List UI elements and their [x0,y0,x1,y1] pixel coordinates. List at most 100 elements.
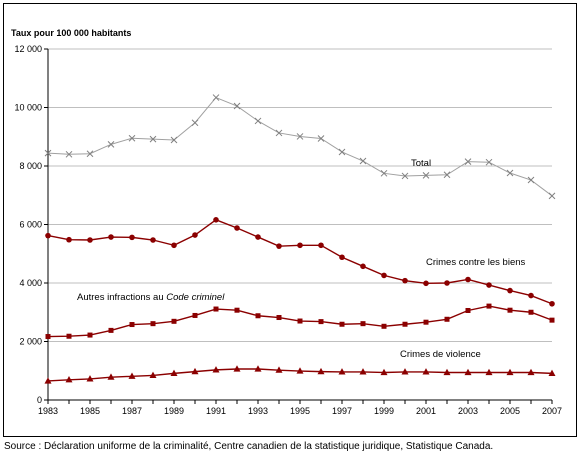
data-point [233,365,241,372]
data-point [423,280,429,287]
y-axis-title: Taux pour 100 000 habitants [11,28,131,38]
data-point [443,368,451,376]
data-point [45,334,51,340]
data-point [318,242,324,249]
axes: 0 2 000 4 000 6 000 8 000 10 000 12 000 1983 198… [14,44,562,416]
y-tick-label: 0 [37,395,42,405]
x-tick-label: 2005 [500,406,520,416]
series-line [47,96,553,197]
data-point [422,368,430,375]
data-point [402,277,408,284]
data-point [170,369,178,376]
data-point [381,272,387,279]
data-point [65,376,73,383]
data-point [507,287,513,294]
data-point [296,367,304,374]
data-point [234,225,240,231]
data-point [296,133,304,140]
y-tick-label: 2 000 [19,337,42,347]
x-tick-label: 2001 [416,406,436,416]
data-point [317,135,325,142]
data-point [275,366,283,373]
x-tick-label: 2003 [458,406,478,416]
data-point [107,141,115,148]
data-point [87,332,93,338]
data-point [254,365,262,372]
label-autres-infractions: Autres infractions au Code criminel [77,292,225,303]
data-point [486,303,492,309]
data-point [485,368,493,376]
data-point [129,322,135,328]
data-point [128,372,136,379]
data-point [507,307,513,313]
data-point [506,169,514,177]
line-chart: 0 2 000 4 000 6 000 8 000 10 000 12 000 1983 198… [11,28,562,416]
data-point [444,316,450,322]
data-point [192,232,198,238]
data-point [107,373,115,380]
y-tick-label: 6 000 [19,220,42,230]
data-point [297,242,303,249]
data-point [360,263,366,270]
data-point [339,254,345,261]
data-point [65,150,73,158]
data-point [443,171,451,179]
series-0 [44,94,556,200]
data-point [255,234,261,240]
y-tick-label: 10 000 [14,103,42,113]
data-point [506,368,514,376]
data-point [464,158,472,165]
data-point [66,333,72,339]
data-point [548,192,556,200]
data-point [66,236,72,243]
x-tick-label: 1999 [374,406,394,416]
data-point [527,368,535,376]
data-point [108,327,114,333]
x-tick-label: 1993 [248,406,268,416]
data-point [129,234,135,241]
data-point [401,368,409,375]
data-point [149,135,157,143]
data-point [171,242,177,249]
y-tick-label: 8 000 [19,161,42,171]
x-tick-label: 1991 [206,406,226,416]
data-point [528,292,534,299]
series-2 [45,303,555,340]
x-tick-label: 2007 [542,406,562,416]
data-point [549,317,555,323]
source-note: Source : Déclaration uniforme de la crim… [4,441,494,452]
data-point [359,157,367,165]
data-point [401,172,409,180]
data-point [360,321,366,327]
data-point [150,237,156,243]
data-point [192,312,198,318]
data-point [465,276,471,283]
data-point [380,368,388,376]
data-point [171,318,177,324]
x-tick-label: 1985 [80,406,100,416]
data-point [234,307,240,313]
data-point [317,367,325,375]
data-point [108,234,114,240]
data-point [297,318,303,324]
data-point [213,306,219,312]
data-point [44,149,52,157]
grid [48,48,552,342]
x-tick-label: 1987 [122,406,142,416]
data-point [212,94,220,101]
data-point [276,243,282,249]
data-point [338,368,346,375]
data-point [191,367,199,375]
data-point [191,119,199,127]
label-autres-prefix: Autres infractions au [77,292,166,303]
y-tick-label: 12 000 [14,44,42,54]
data-point [486,282,492,288]
label-total: Total [411,158,431,169]
data-point [276,315,282,321]
data-point [549,300,555,307]
data-point [149,371,157,379]
x-tick-label: 1983 [38,406,58,416]
data-point [254,117,262,125]
data-point [527,176,535,184]
data-point [213,217,219,223]
